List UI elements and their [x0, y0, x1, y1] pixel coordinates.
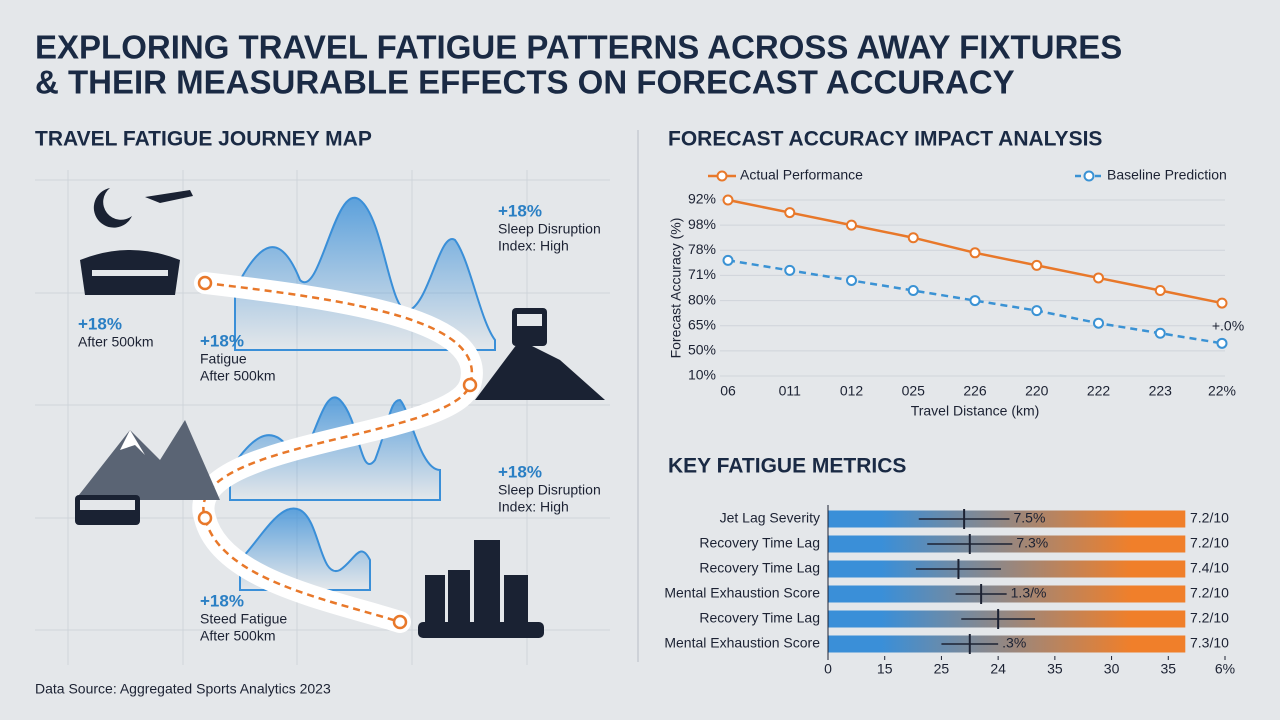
point — [846, 219, 857, 231]
x-tick-label: 025 — [902, 383, 926, 399]
x-tick-label: 30 — [1104, 661, 1120, 677]
callout-text: After 500km — [78, 334, 153, 350]
x-tick-label: 24 — [990, 661, 1006, 677]
y-tick-label: 71% — [688, 266, 716, 282]
point — [1031, 305, 1043, 317]
x-tick-label: 226 — [963, 383, 987, 399]
x-tick-label: 011 — [779, 383, 802, 399]
x-tick-label: 35 — [1047, 661, 1063, 677]
point — [969, 295, 981, 307]
y-axis-title: Forecast Accuracy (%) — [668, 218, 684, 359]
callout-text: After 500km — [200, 628, 275, 644]
callout-text: After 500km — [200, 368, 275, 384]
callout-text: Sleep Disruption — [498, 482, 601, 498]
callout-value: +18% — [200, 331, 244, 350]
callout-text: Index: High — [498, 499, 569, 515]
score: 7.2/10 — [1190, 510, 1229, 526]
legend-label: Actual Performance — [740, 167, 863, 183]
x-tick-label: 012 — [840, 383, 864, 399]
category-label: Recovery Time Lag — [699, 610, 820, 626]
callout-value: +18% — [78, 314, 122, 333]
point — [846, 274, 857, 286]
legend-label: Baseline Prediction — [1107, 167, 1227, 183]
callout-value: +18% — [498, 201, 542, 220]
y-tick-label: 92% — [688, 191, 716, 207]
category-label: Mental Exhaustion Score — [664, 635, 820, 651]
x-tick-label: 35 — [1160, 661, 1176, 677]
score: 7.4/10 — [1190, 560, 1229, 576]
point — [969, 247, 981, 259]
annotation: .3% — [1002, 635, 1026, 651]
bar — [828, 635, 1186, 653]
legend-marker — [716, 170, 728, 182]
legend-marker — [1083, 170, 1095, 182]
point — [722, 194, 734, 206]
x-tick-label: 22% — [1208, 383, 1236, 399]
x-tick-label: 222 — [1087, 383, 1111, 399]
point — [907, 285, 919, 297]
score: 7.3/10 — [1190, 635, 1229, 651]
point — [1154, 327, 1166, 339]
x-tick-label: 223 — [1149, 383, 1173, 399]
score: 7.2/10 — [1190, 610, 1229, 626]
title: & THEIR MEASURABLE EFFECTS ON FORECAST A… — [35, 64, 1015, 101]
category-label: Recovery Time Lag — [699, 535, 820, 551]
annotation: 7.5% — [1013, 510, 1045, 526]
category-label: Mental Exhaustion Score — [664, 585, 820, 601]
point — [907, 232, 919, 244]
score: 7.2/10 — [1190, 585, 1229, 601]
y-tick-label: 10% — [688, 367, 716, 383]
callout-text: Steed Fatigue — [200, 611, 287, 627]
annotation: 7.3% — [1016, 535, 1048, 551]
y-tick-label: 78% — [688, 241, 716, 257]
point — [1093, 317, 1104, 329]
x-tick-label: 220 — [1025, 383, 1049, 399]
callout-text: Index: High — [498, 238, 569, 254]
point — [784, 264, 796, 276]
road — [192, 272, 483, 633]
x-tick-label: 25 — [934, 661, 950, 677]
point — [1216, 297, 1228, 309]
x-tick-label: 15 — [877, 661, 893, 677]
x-axis-title: Travel Distance (km) — [911, 403, 1040, 419]
bar — [828, 560, 1186, 578]
point — [1093, 272, 1104, 284]
title: EXPLORING TRAVEL FATIGUE PATTERNS ACROSS… — [35, 29, 1122, 66]
callout-value: +18% — [200, 591, 244, 610]
chart-title: KEY FATIGUE METRICS — [668, 455, 906, 478]
y-tick-label: 65% — [688, 316, 716, 332]
x-tick-label: 0 — [824, 661, 832, 677]
annotation: +.0% — [1212, 318, 1244, 334]
point — [1216, 337, 1228, 349]
point — [1031, 259, 1043, 271]
callout-value: +18% — [498, 462, 542, 481]
annotation: 1.3/% — [1011, 585, 1047, 601]
x-tick-label: 06 — [720, 383, 736, 399]
category-label: Recovery Time Lag — [699, 560, 820, 576]
point — [1154, 285, 1166, 297]
callout-text: Fatigue — [200, 351, 247, 367]
source: Data Source: Aggregated Sports Analytics… — [35, 681, 331, 697]
point — [722, 254, 734, 266]
point — [784, 207, 796, 219]
score: 7.2/10 — [1190, 535, 1229, 551]
icons — [75, 188, 605, 638]
chart-title: FORECAST ACCURACY IMPACT ANALYSIS — [668, 128, 1102, 151]
y-tick-label: 50% — [688, 342, 716, 358]
callout-text: Sleep Disruption — [498, 221, 601, 237]
category-label: Jet Lag Severity — [720, 510, 820, 526]
y-tick-label: 98% — [688, 216, 716, 232]
section-title: TRAVEL FATIGUE JOURNEY MAP — [35, 128, 372, 151]
x-tick-label: 6% — [1215, 661, 1235, 677]
y-tick-label: 80% — [688, 291, 716, 307]
